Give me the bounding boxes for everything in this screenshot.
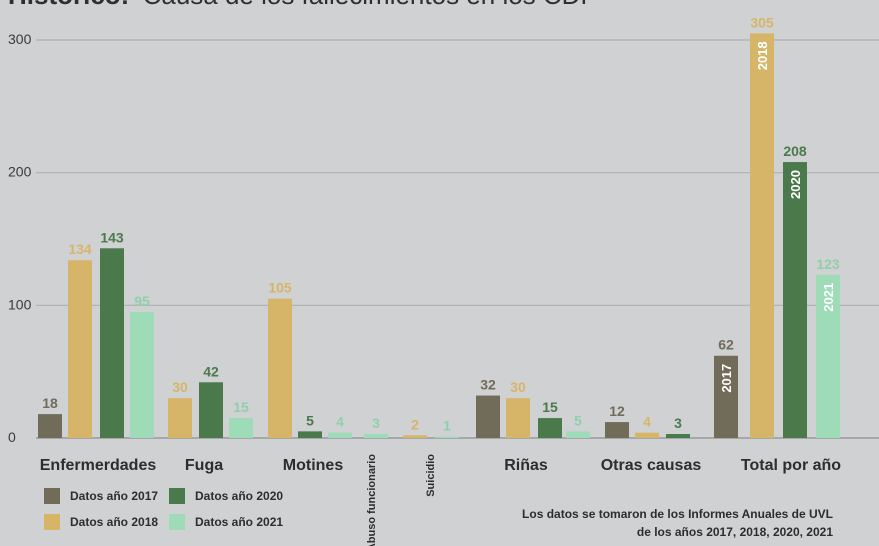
x-label-motines: Motines [283, 457, 344, 474]
bar-otras-causas-2020 [666, 434, 690, 438]
data-label-riñas-2018: 30 [510, 379, 526, 395]
x-label-total-por-año: Total por año [741, 457, 841, 474]
bar-year-label-2017: 2017 [719, 364, 734, 393]
x-label-suicidio: Suicidio [425, 454, 437, 497]
bar-fuga-2021 [229, 418, 253, 438]
y-tick-label-0: 0 [8, 429, 16, 445]
x-label-riñas: Riñas [504, 457, 548, 474]
bar-motines-2021 [328, 432, 352, 438]
legend-swatch-2020 [169, 488, 185, 504]
data-label-total-por-año-2020: 208 [783, 143, 807, 159]
data-label-suicidio-2018: 2 [411, 416, 419, 432]
data-label-total-por-año-2017: 62 [718, 337, 734, 353]
legend-label-2020: Datos año 2020 [195, 489, 284, 503]
data-label-fuga-2020: 42 [203, 363, 219, 379]
data-label-motines-2018: 105 [268, 280, 292, 296]
data-label-otras-causas-2018: 4 [643, 414, 651, 430]
bar-enfermerdades-2020 [100, 248, 124, 438]
data-label-fuga-2021: 15 [233, 399, 249, 415]
x-axis-labels: Enfermerdades Fuga Motines Abuso funcionari… [40, 454, 842, 546]
data-label-otras-causas-2017: 12 [609, 403, 625, 419]
bar-year-label-2021: 2021 [821, 283, 836, 312]
bar-enfermerdades-2021 [130, 311, 154, 438]
bar-riñas-2020 [538, 418, 562, 438]
bar-riñas-2018 [506, 398, 530, 438]
y-tick-label-200: 200 [8, 164, 32, 180]
bar-total-por-año-2020 [783, 162, 807, 438]
data-label-motines-2020: 5 [306, 412, 314, 428]
legend-label-2021: Datos año 2021 [195, 515, 284, 529]
legend-label-2017: Datos año 2017 [70, 489, 159, 503]
bar-abuso-funcionario-2021 [364, 434, 388, 438]
bar-year-label-2018: 2018 [755, 41, 770, 70]
legend-swatch-2017 [44, 488, 60, 504]
data-label-riñas-2017: 32 [480, 377, 496, 393]
data-label-total-por-año-2021: 123 [816, 256, 840, 272]
data-label-enfermerdades-2021: 95 [134, 293, 150, 309]
source-note-line-1: Los datos se tomaron de los Informes Anu… [522, 507, 833, 521]
legend-swatch-2021 [169, 514, 185, 530]
data-label-suicidio-2021: 1 [443, 418, 451, 434]
legend-item-2018: Datos año 2018 [44, 514, 169, 530]
bar-total-por-año-2017 [714, 355, 738, 438]
source-note-line-2: de los años 2017, 2018, 2020, 2021 [636, 525, 833, 539]
bar-suicidio-2021 [435, 436, 459, 438]
data-label-otras-causas-2020: 3 [674, 415, 682, 431]
bar-motines-2018 [268, 298, 292, 438]
y-axis-ticks: 0 100 200 300 [8, 31, 32, 445]
bar-otras-causas-2017 [605, 422, 629, 438]
data-label-total-por-año-2018: 305 [750, 14, 774, 30]
bar-enfermerdades-2017 [38, 414, 62, 438]
bar-riñas-2017 [476, 395, 500, 438]
bar-enfermerdades-2018 [68, 260, 92, 438]
data-label-enfermerdades-2018: 134 [68, 241, 92, 257]
source-note: Los datos se tomaron de los Informes Anu… [522, 505, 833, 541]
data-label-fuga-2018: 30 [172, 379, 188, 395]
bar-total-por-año-2021 [816, 274, 840, 438]
legend-item-2020: Datos año 2020 [169, 488, 299, 504]
bar-otras-causas-2018 [635, 432, 659, 438]
bar-year-label-2020: 2020 [788, 170, 803, 199]
legend-item-2017: Datos año 2017 [44, 488, 169, 504]
legend-item-2021: Datos año 2021 [169, 514, 299, 530]
bar-fuga-2018 [168, 398, 192, 438]
x-label-enfermerdades: Enfermerdades [40, 457, 157, 474]
bar-fuga-2020 [199, 382, 223, 438]
x-label-otras-causas: Otras causas [601, 457, 702, 474]
data-label-enfermerdades-2017: 18 [42, 395, 58, 411]
x-label-abuso-funcionario: Abuso funcionario [366, 454, 378, 546]
data-label-enfermerdades-2020: 143 [100, 229, 124, 245]
legend-swatch-2018 [44, 514, 60, 530]
x-label-fuga: Fuga [185, 457, 223, 474]
data-label-riñas-2021: 5 [574, 412, 582, 428]
chart-title-bold: Histórico: [8, 0, 129, 10]
legend-label-2018: Datos año 2018 [70, 515, 159, 529]
data-label-motines-2021: 4 [336, 414, 344, 430]
y-tick-label-300: 300 [8, 31, 32, 47]
y-tick-label-100: 100 [8, 296, 32, 312]
chart-title-rest: Causa de los fallecimientos en los CDP [143, 0, 598, 10]
bar-riñas-2021 [566, 431, 590, 438]
bar-motines-2020 [298, 431, 322, 438]
legend: Datos año 2017 Datos año 2020 Datos año … [44, 488, 299, 530]
chart-title: Histórico: Causa de los fallecimientos e… [8, 0, 598, 10]
data-label-riñas-2020: 15 [542, 399, 558, 415]
bar-total-por-año-2018 [750, 33, 774, 438]
bar-suicidio-2018 [403, 435, 427, 438]
data-label-abuso-funcionario-2021: 3 [372, 415, 380, 431]
